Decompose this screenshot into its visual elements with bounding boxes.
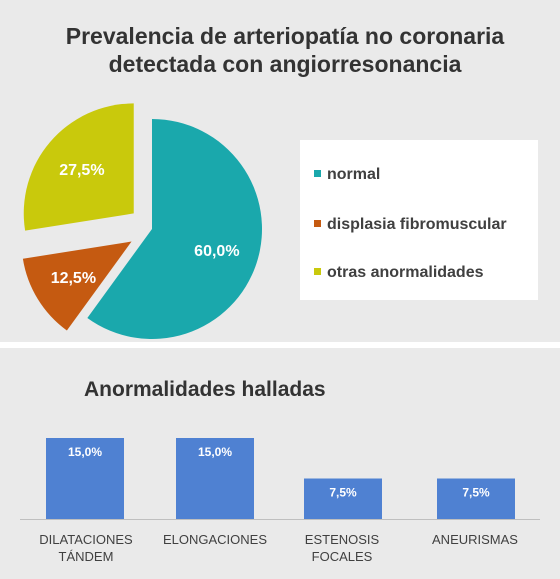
legend-label-normal: normal [327,166,381,183]
pie-slice-otras [23,103,134,231]
pie-chart-title: Prevalencia de arteriopatía no coronaria… [65,23,505,77]
pie-slice-displasia [22,241,132,331]
pie-data-label-otras: 27,5% [59,162,104,179]
bar-data-label-estenosis: 7,5% [329,486,357,500]
legend-item-normal: normal [314,166,380,184]
bar-chart-title: Anormalidades halladas [84,378,326,401]
bar-chart-panel: Anormalidades halladas 15,0% 15,0% 7,5% 7,5… [0,348,560,579]
bar-dilataciones [46,438,124,519]
x-label-aneurismas: ANEURISMAS [432,532,518,547]
legend-item-displasia: displasia fibromuscular [314,216,507,234]
pie-chart: 60,0% 12,5% 27,5% [22,103,262,339]
x-label-elongaciones: ELONGACIONES [162,532,268,547]
bar-estenosis [304,478,382,519]
bar-data-label-aneurismas: 7,5% [462,486,490,500]
pie-legend: normal displasia fibromuscular otras ano… [300,140,538,300]
pie-chart-panel: Prevalencia de arteriopatía no coronaria… [0,0,560,342]
legend-swatch-normal [314,170,321,178]
bar-data-label-elongaciones: 15,0% [198,445,232,459]
legend-label-otras: otras anormalidades [327,264,484,281]
pie-slice-normal [87,119,262,339]
bar-aneurismas [437,478,515,519]
x-label-estenosis: ESTENOSIS FOCALES [304,532,380,564]
legend-swatch-displasia [314,220,321,228]
legend-swatch-otras [314,268,321,276]
panel-divider [0,342,560,348]
bar-elongaciones [176,438,254,519]
pie-data-label-displasia: 12,5% [51,270,96,287]
legend-item-otras: otras anormalidades [314,264,484,282]
pie-data-label-normal: 60,0% [194,243,239,260]
bar-data-label-dilataciones: 15,0% [68,445,102,459]
bar-chart: 15,0% 15,0% 7,5% 7,5% [20,438,540,520]
legend-label-displasia: displasia fibromuscular [327,216,507,233]
x-label-dilataciones: DILATACIONES TÁNDEM [39,532,133,564]
